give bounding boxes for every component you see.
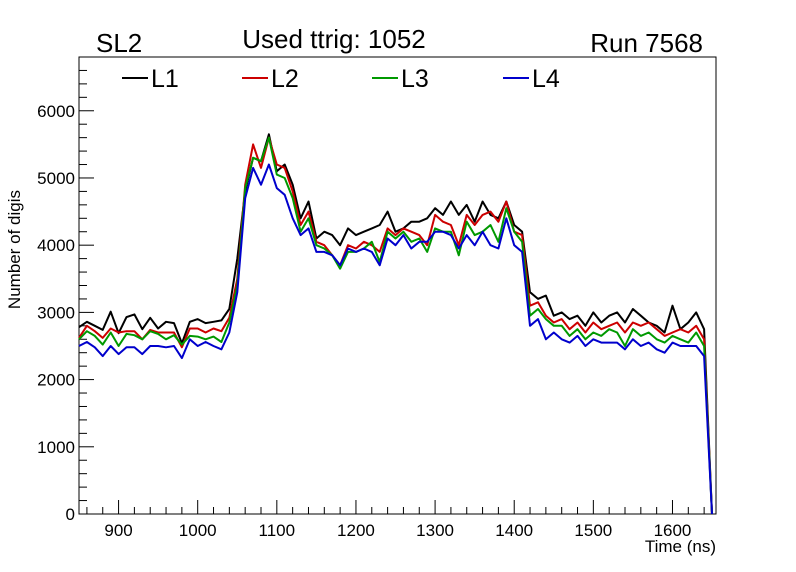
x-tick-label: 1500 [574, 521, 612, 540]
legend-label: L4 [532, 65, 560, 93]
x-tick-label: 900 [104, 521, 132, 540]
series-line-l1 [78, 133, 713, 515]
legend: L1 L2 L3 L4 [122, 65, 560, 93]
legend-label: L1 [151, 65, 179, 93]
x-axis-title: Time (ns) [645, 537, 716, 556]
y-tick-label: 6000 [37, 102, 75, 121]
x-tick-label: 1100 [259, 521, 296, 540]
x-tick-label: 1400 [495, 521, 533, 540]
legend-label: L2 [271, 65, 299, 93]
x-tick-label: 1300 [416, 521, 454, 540]
series-line-l2 [78, 136, 713, 515]
x-tick-label: 1200 [337, 521, 375, 540]
series-lines [78, 133, 713, 515]
run-label: Run 7568 [590, 28, 703, 58]
plot-frame [78, 56, 717, 515]
series-line-l3 [78, 136, 713, 515]
y-tick-label: 0 [66, 505, 75, 524]
axis-ticks: 900 1000 1100 1200 1300 1400 1500 1600 0 1000 2000… [37, 56, 705, 540]
x-tick-label: 1600 [654, 521, 692, 540]
y-tick-label: 2000 [37, 371, 75, 390]
series-line-l4 [78, 163, 713, 515]
y-axis-title: Number of digis [5, 190, 24, 309]
legend-label: L3 [401, 65, 429, 93]
y-tick-label: 1000 [37, 438, 75, 457]
y-tick-label: 5000 [37, 169, 75, 188]
chart-title: Used ttrig: 1052 [242, 24, 426, 54]
x-tick-label: 1000 [179, 521, 217, 540]
superlayer-label: SL2 [96, 28, 142, 58]
y-tick-label: 4000 [37, 236, 75, 255]
y-tick-label: 3000 [37, 303, 75, 322]
